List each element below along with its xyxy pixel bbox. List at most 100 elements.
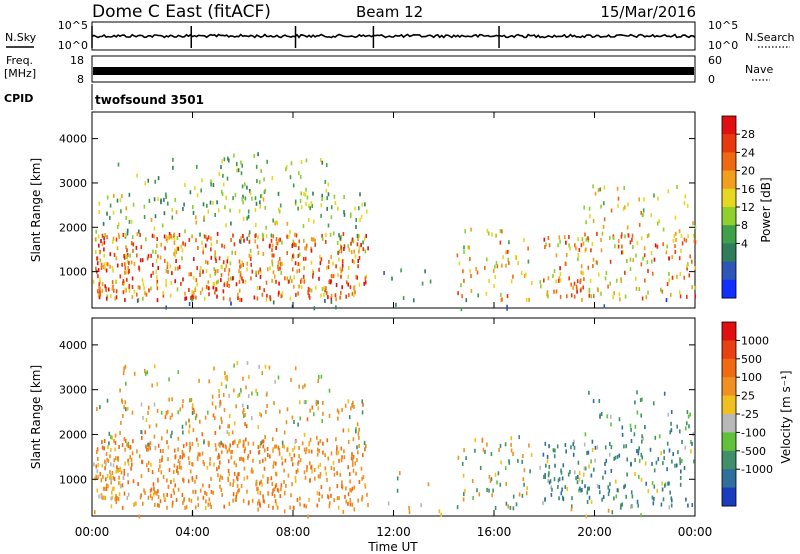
- velocity-cell: [333, 472, 336, 477]
- power-cell: [583, 277, 585, 282]
- power-cell: [338, 257, 340, 262]
- power-cell: [468, 245, 470, 250]
- power-cell: [689, 254, 691, 259]
- velocity-cell: [102, 495, 104, 500]
- power-cell: [214, 254, 216, 258]
- power-cell: [205, 234, 207, 239]
- power-cell: [496, 264, 499, 269]
- power-cell: [326, 290, 328, 295]
- power-cell: [97, 234, 100, 239]
- velocity-cell: [266, 404, 268, 408]
- power-cell: [360, 243, 362, 247]
- velocity-cell: [267, 453, 269, 457]
- velocity-cell: [111, 435, 113, 440]
- velocity-cell: [588, 464, 590, 469]
- velocity-cell: [286, 447, 289, 452]
- velocity-cell: [228, 431, 230, 436]
- power-cell: [222, 260, 225, 265]
- power-cell: [626, 225, 629, 230]
- power-cell: [264, 188, 267, 193]
- velocity-cell: [229, 482, 232, 487]
- velocity-cell: [636, 410, 639, 415]
- power-cell: [259, 267, 261, 272]
- velocity-cell: [318, 375, 320, 379]
- velocity-cell: [225, 445, 227, 450]
- velocity-cell: [243, 449, 246, 454]
- velocity-cell: [305, 504, 307, 509]
- velocity-colorbar-segment: [722, 340, 736, 360]
- power-cell: [193, 257, 195, 262]
- power-cell: [210, 182, 212, 187]
- power-cell: [212, 183, 215, 187]
- power-cell: [566, 253, 568, 257]
- power-cell: [216, 200, 218, 205]
- velocity-cell: [322, 450, 324, 455]
- velocity-cell: [474, 448, 476, 453]
- velocity-cell: [124, 447, 126, 452]
- power-cell: [109, 252, 112, 257]
- velocity-cell: [120, 420, 122, 425]
- velocity-cell: [161, 436, 163, 441]
- velocity-cell: [147, 410, 149, 415]
- power-cell: [642, 212, 644, 217]
- power-cell: [525, 272, 527, 277]
- power-cell: [505, 263, 507, 268]
- velocity-cell: [121, 505, 124, 510]
- velocity-panel-frame: [91, 317, 696, 517]
- velocity-cell: [190, 498, 193, 503]
- power-cell: [683, 201, 686, 206]
- power-cell: [574, 243, 576, 248]
- power-cell: [126, 228, 129, 233]
- power-cell: [242, 279, 244, 284]
- power-cell: [470, 274, 472, 278]
- power-cell: [104, 266, 106, 271]
- power-cell: [241, 197, 244, 202]
- power-cell: [351, 291, 354, 296]
- power-cell: [255, 273, 257, 277]
- power-cell: [117, 225, 119, 229]
- power-cell: [170, 280, 172, 285]
- power-cell: [224, 205, 226, 210]
- power-cell: [326, 196, 328, 201]
- power-cell: [651, 259, 653, 264]
- velocity-cell: [185, 505, 188, 510]
- power-cell: [206, 285, 209, 290]
- velocity-cell: [593, 467, 595, 472]
- velocity-cell: [690, 439, 692, 444]
- velocity-cell: [272, 437, 274, 442]
- velocity-cell: [676, 463, 678, 468]
- velocity-cell: [140, 402, 143, 407]
- power-cell: [188, 237, 191, 242]
- power-cell: [626, 259, 628, 263]
- power-cell: [314, 242, 316, 247]
- power-cell: [110, 293, 112, 298]
- power-cell: [565, 240, 567, 245]
- power-cell: [265, 297, 268, 302]
- velocity-cell: [638, 474, 640, 479]
- power-cell: [184, 182, 186, 187]
- velocity-cell: [352, 462, 354, 467]
- power-cell: [553, 289, 555, 294]
- velocity-cell: [129, 455, 131, 460]
- velocity-cell: [629, 423, 632, 428]
- power-cell: [319, 261, 322, 266]
- power-cell: [157, 176, 160, 181]
- power-cell: [214, 213, 216, 217]
- velocity-cell: [306, 465, 308, 470]
- velocity-cell: [293, 445, 296, 450]
- power-cell: [263, 288, 265, 293]
- power-cell: [299, 198, 302, 203]
- power-cell: [624, 270, 626, 275]
- velocity-cell: [604, 462, 606, 466]
- velocity-cell: [344, 403, 347, 408]
- velocity-cell: [573, 445, 576, 450]
- power-colorbar-tick-label: 4: [741, 237, 748, 250]
- velocity-cell: [670, 421, 672, 426]
- velocity-cell: [247, 394, 250, 399]
- velocity-cell: [242, 403, 244, 408]
- velocity-cell: [214, 416, 216, 421]
- power-cell: [260, 270, 262, 275]
- power-cell: [570, 282, 572, 287]
- velocity-cell: [144, 371, 147, 376]
